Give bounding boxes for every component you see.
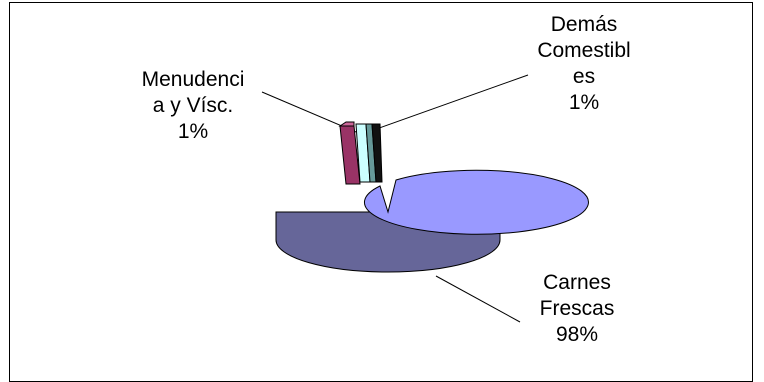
slice-carnes-top	[363, 169, 589, 235]
label-menudencia: Menudenci a y Vísc. 1%	[141, 68, 245, 143]
leader-line-demas	[367, 74, 529, 133]
slice-menudencia-top	[338, 121, 355, 127]
pie-slice-menudencia	[338, 121, 361, 185]
label-demas-comestibles: Demás Comestibl es 1%	[537, 13, 631, 114]
leader-line-carnes	[435, 275, 521, 323]
slice-demas-back	[371, 123, 383, 183]
label-carnes-frescas: Carnes Frescas 98%	[539, 271, 615, 346]
pie-slice-carnes	[275, 169, 589, 273]
pie-chart	[261, 74, 589, 323]
pie-slice-demas	[355, 123, 383, 183]
